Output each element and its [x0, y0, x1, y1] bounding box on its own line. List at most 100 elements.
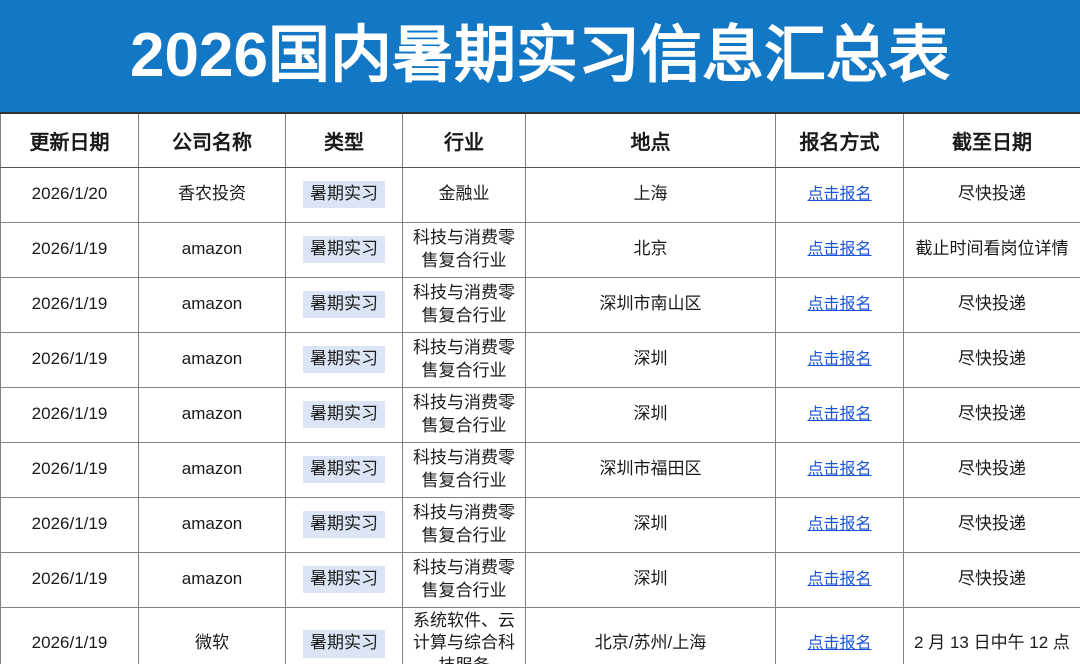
table-row: 2026/1/19 amazon 暑期实习 科技与消费零售复合行业 深圳 点击报… — [0, 331, 1080, 388]
apply-link[interactable]: 点击报名 — [807, 296, 872, 314]
cell-company: 微软 — [138, 606, 286, 664]
cell-apply: 点击报名 — [775, 496, 904, 553]
cell-update-date: 2026/1/19 — [0, 221, 139, 278]
type-badge: 暑期实习 — [303, 290, 385, 319]
apply-link[interactable]: 点击报名 — [807, 406, 872, 424]
cell-type: 暑期实习 — [285, 166, 403, 223]
cell-type: 暑期实习 — [285, 331, 403, 388]
column-header-update-date[interactable]: 更新日期 — [0, 112, 139, 168]
type-badge: 暑期实习 — [303, 400, 385, 429]
type-badge: 暑期实习 — [303, 235, 385, 264]
cell-company: amazon — [138, 551, 286, 608]
cell-update-date: 2026/1/19 — [0, 441, 139, 498]
cell-apply: 点击报名 — [775, 441, 904, 498]
table-row: 2026/1/19 微软 暑期实习 系统软件、云计算与综合科技服务 北京/苏州/… — [0, 606, 1080, 664]
cell-industry: 金融业 — [402, 166, 526, 223]
apply-link[interactable]: 点击报名 — [807, 571, 872, 589]
cell-type: 暑期实习 — [285, 276, 403, 333]
cell-industry: 系统软件、云计算与综合科技服务 — [402, 606, 526, 664]
page-banner: 2026国内暑期实习信息汇总表 — [0, 0, 1080, 112]
page-title: 2026国内暑期实习信息汇总表 — [130, 21, 950, 90]
cell-company: amazon — [138, 441, 286, 498]
cell-industry: 科技与消费零售复合行业 — [402, 221, 526, 278]
cell-type: 暑期实习 — [285, 496, 403, 553]
table-header-row: 更新日期 公司名称 类型 行业 地点 报名方式 截至日期 — [0, 112, 1080, 168]
cell-company: amazon — [138, 496, 286, 553]
table-row: 2026/1/19 amazon 暑期实习 科技与消费零售复合行业 深圳 点击报… — [0, 386, 1080, 443]
column-header-location[interactable]: 地点 — [525, 112, 776, 168]
cell-location: 深圳 — [525, 551, 776, 608]
cell-deadline: 尽快投递 — [903, 166, 1080, 223]
cell-apply: 点击报名 — [775, 221, 904, 278]
apply-link[interactable]: 点击报名 — [807, 241, 872, 259]
apply-link[interactable]: 点击报名 — [807, 461, 872, 479]
cell-industry: 科技与消费零售复合行业 — [402, 386, 526, 443]
cell-deadline: 截止时间看岗位详情 — [903, 221, 1080, 278]
type-badge: 暑期实习 — [303, 455, 385, 484]
column-header-apply[interactable]: 报名方式 — [775, 112, 904, 168]
cell-location: 北京/苏州/上海 — [525, 606, 776, 664]
cell-location: 深圳 — [525, 496, 776, 553]
cell-location: 北京 — [525, 221, 776, 278]
cell-location: 深圳市福田区 — [525, 441, 776, 498]
cell-type: 暑期实习 — [285, 606, 403, 664]
cell-deadline: 尽快投递 — [903, 441, 1080, 498]
cell-type: 暑期实习 — [285, 386, 403, 443]
table-row: 2026/1/19 amazon 暑期实习 科技与消费零售复合行业 深圳市南山区… — [0, 276, 1080, 333]
cell-apply: 点击报名 — [775, 166, 904, 223]
cell-apply: 点击报名 — [775, 331, 904, 388]
column-header-type[interactable]: 类型 — [285, 112, 403, 168]
cell-company: amazon — [138, 221, 286, 278]
cell-location: 深圳市南山区 — [525, 276, 776, 333]
cell-update-date: 2026/1/19 — [0, 496, 139, 553]
column-header-deadline[interactable]: 截至日期 — [903, 112, 1080, 168]
cell-industry: 科技与消费零售复合行业 — [402, 441, 526, 498]
table-row: 2026/1/19 amazon 暑期实习 科技与消费零售复合行业 深圳市福田区… — [0, 441, 1080, 498]
column-header-industry[interactable]: 行业 — [402, 112, 526, 168]
cell-type: 暑期实习 — [285, 551, 403, 608]
cell-update-date: 2026/1/20 — [0, 166, 139, 223]
table-row: 2026/1/19 amazon 暑期实习 科技与消费零售复合行业 深圳 点击报… — [0, 496, 1080, 553]
cell-company: amazon — [138, 276, 286, 333]
cell-deadline: 尽快投递 — [903, 551, 1080, 608]
cell-apply: 点击报名 — [775, 606, 904, 664]
cell-update-date: 2026/1/19 — [0, 331, 139, 388]
table-body: 2026/1/20 香农投资 暑期实习 金融业 上海 点击报名 尽快投递 202… — [0, 166, 1080, 664]
cell-company: 香农投资 — [138, 166, 286, 223]
cell-deadline: 尽快投递 — [903, 386, 1080, 443]
cell-company: amazon — [138, 386, 286, 443]
apply-link[interactable]: 点击报名 — [807, 351, 872, 369]
table-header: 更新日期 公司名称 类型 行业 地点 报名方式 截至日期 — [0, 112, 1080, 168]
type-badge: 暑期实习 — [303, 565, 385, 594]
table-row: 2026/1/19 amazon 暑期实习 科技与消费零售复合行业 深圳 点击报… — [0, 551, 1080, 608]
cell-apply: 点击报名 — [775, 386, 904, 443]
internship-table: 更新日期 公司名称 类型 行业 地点 报名方式 截至日期 2026/1/20 香… — [0, 112, 1080, 664]
apply-link[interactable]: 点击报名 — [807, 186, 872, 204]
cell-location: 深圳 — [525, 331, 776, 388]
type-badge: 暑期实习 — [303, 630, 385, 658]
cell-deadline: 尽快投递 — [903, 331, 1080, 388]
cell-update-date: 2026/1/19 — [0, 276, 139, 333]
type-badge: 暑期实习 — [303, 510, 385, 539]
apply-link[interactable]: 点击报名 — [807, 635, 872, 653]
cell-apply: 点击报名 — [775, 551, 904, 608]
table-row: 2026/1/19 amazon 暑期实习 科技与消费零售复合行业 北京 点击报… — [0, 221, 1080, 278]
cell-update-date: 2026/1/19 — [0, 386, 139, 443]
cell-update-date: 2026/1/19 — [0, 551, 139, 608]
cell-update-date: 2026/1/19 — [0, 606, 139, 664]
table-scroll-area: 更新日期 公司名称 类型 行业 地点 报名方式 截至日期 2026/1/20 香… — [0, 112, 1080, 664]
type-badge: 暑期实习 — [303, 345, 385, 374]
type-badge: 暑期实习 — [303, 180, 385, 209]
cell-deadline: 2 月 13 日中午 12 点 — [903, 606, 1080, 664]
column-header-company[interactable]: 公司名称 — [138, 112, 286, 168]
apply-link[interactable]: 点击报名 — [807, 516, 872, 534]
table-row: 2026/1/20 香农投资 暑期实习 金融业 上海 点击报名 尽快投递 — [0, 166, 1080, 223]
cell-industry: 科技与消费零售复合行业 — [402, 331, 526, 388]
cell-industry: 科技与消费零售复合行业 — [402, 496, 526, 553]
cell-apply: 点击报名 — [775, 276, 904, 333]
cell-deadline: 尽快投递 — [903, 276, 1080, 333]
cell-industry: 科技与消费零售复合行业 — [402, 551, 526, 608]
cell-type: 暑期实习 — [285, 221, 403, 278]
cell-location: 深圳 — [525, 386, 776, 443]
